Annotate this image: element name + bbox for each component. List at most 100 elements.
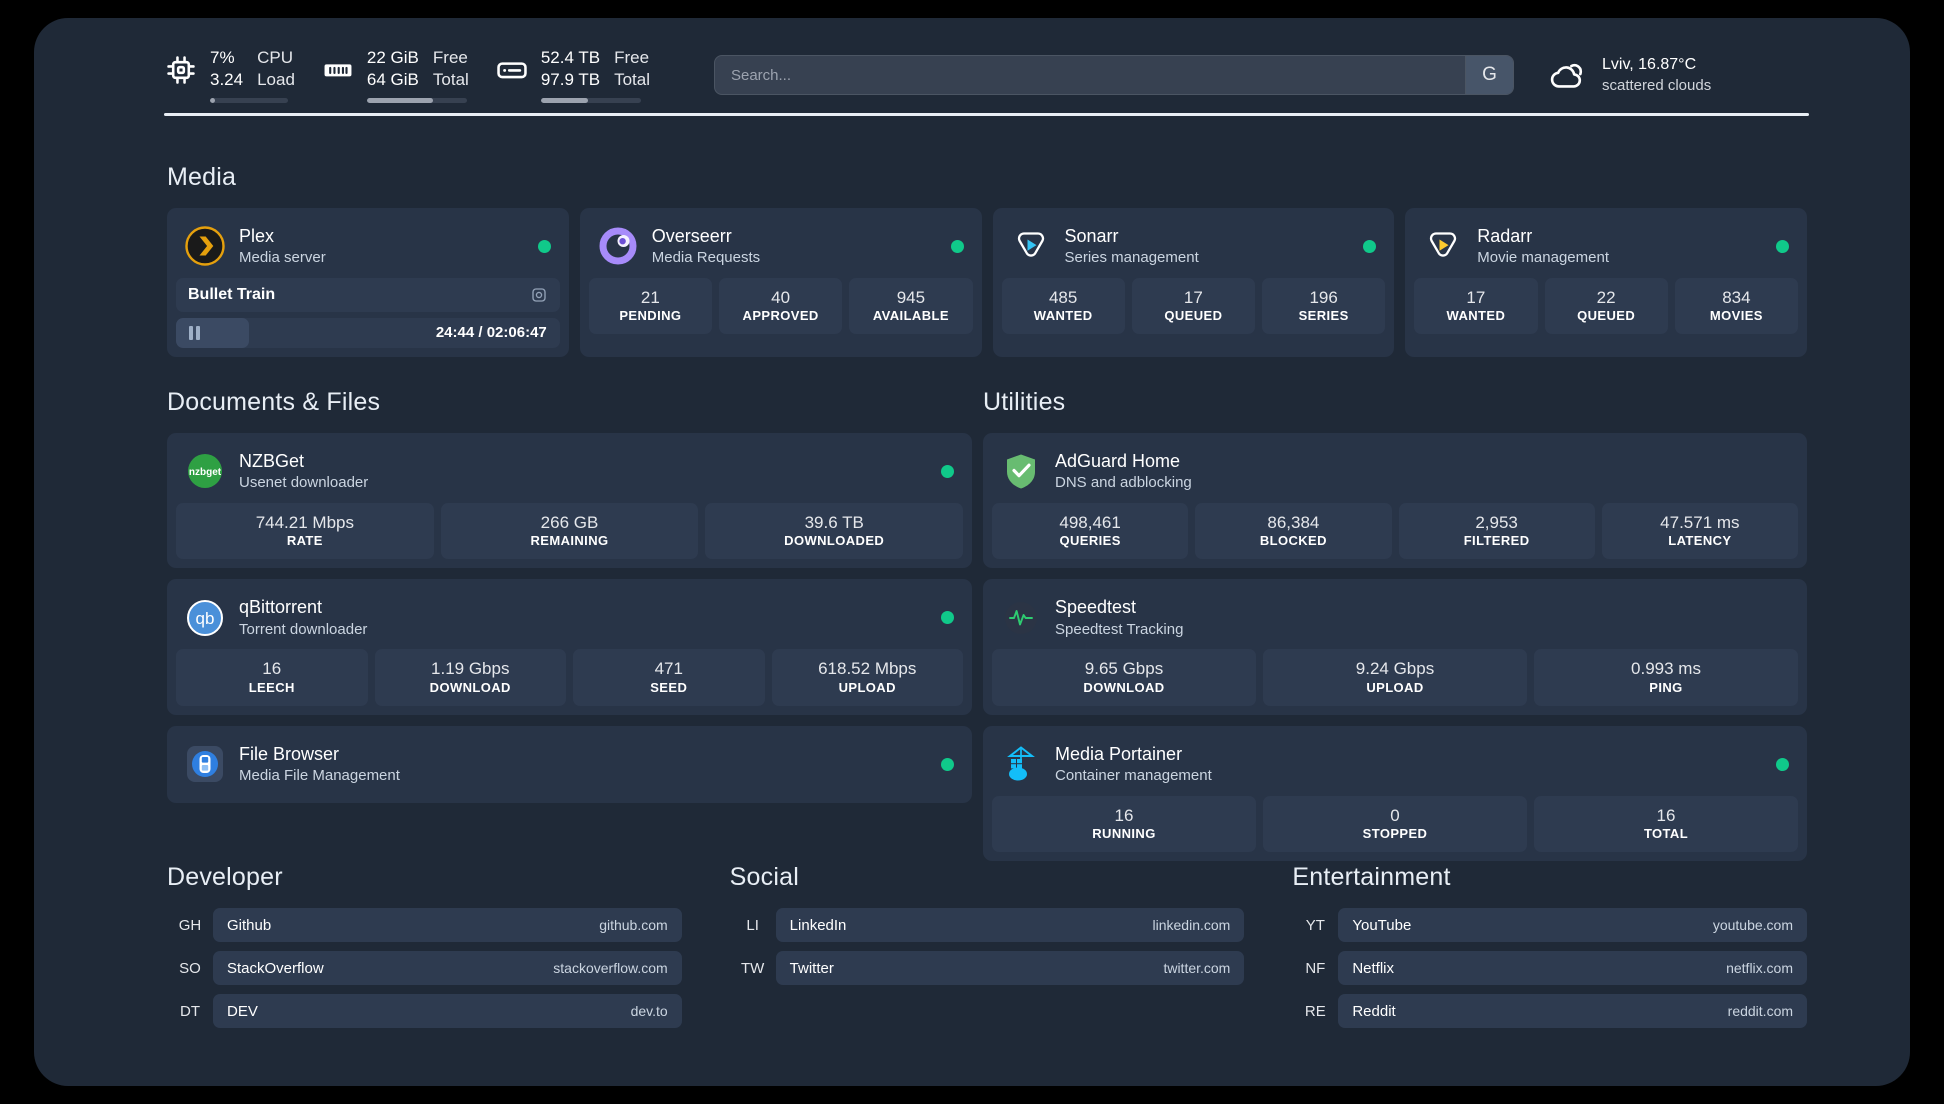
plex-now-playing-title-row[interactable]: Bullet Train (176, 277, 560, 312)
bookmark-item-linkedin[interactable]: LI LinkedIn linkedin.com (730, 908, 1245, 942)
bookmark-link[interactable]: StackOverflow stackoverflow.com (213, 951, 682, 985)
bookmark-link[interactable]: DEV dev.to (213, 994, 682, 1028)
stat-queued[interactable]: 17 QUEUED (1131, 277, 1255, 335)
stat-pending[interactable]: 21 PENDING (588, 277, 712, 335)
memory-icon (321, 53, 355, 87)
bookmark-link[interactable]: YouTube youtube.com (1338, 908, 1808, 942)
stat-running[interactable]: 16 RUNNING (992, 795, 1256, 853)
nzbget-title: NZBGet (239, 451, 305, 471)
service-card-nzbget[interactable]: nzbget NZBGet Usenet downloader 744.21 M… (167, 433, 972, 569)
search-provider-button[interactable]: G (1464, 56, 1513, 94)
weather-widget[interactable]: Lviv, 16.87°C scattered clouds (1542, 54, 1711, 96)
stat-rate[interactable]: 744.21 Mbps RATE (176, 502, 434, 560)
stat-total[interactable]: 16 TOTAL (1534, 795, 1798, 853)
stat-download[interactable]: 9.65 Gbps DOWNLOAD (992, 649, 1256, 706)
stat-label: REMAINING (530, 533, 609, 549)
memory-total-label: Total (432, 70, 469, 89)
search-bar[interactable]: G (713, 55, 1514, 95)
bookmark-host: twitter.com (1163, 960, 1231, 976)
stat-download[interactable]: 1.19 Gbps DOWNLOAD (374, 649, 566, 706)
stat-label: BLOCKED (1259, 533, 1327, 549)
memory-free-label: Free (432, 48, 468, 68)
bookmark-name: StackOverflow (227, 959, 324, 977)
stat-approved[interactable]: 40 APPROVED (719, 277, 843, 335)
bookmark-name: LinkedIn (789, 916, 847, 934)
stat-ping[interactable]: 0.993 ms PING (1534, 649, 1798, 706)
stat-movies[interactable]: 834 MOVIES (1674, 277, 1798, 335)
stat-series[interactable]: 196 SERIES (1262, 277, 1386, 335)
stat-upload[interactable]: 618.52 Mbps UPLOAD (771, 649, 963, 706)
stat-wanted[interactable]: 17 WANTED (1414, 277, 1538, 335)
header-divider (164, 113, 1809, 116)
bookmark-link[interactable]: Reddit reddit.com (1338, 994, 1808, 1028)
stat-label: UPLOAD (838, 679, 896, 695)
bookmark-item-twitter[interactable]: TW Twitter twitter.com (730, 951, 1245, 985)
bookmark-item-youtube[interactable]: YT YouTube youtube.com (1292, 908, 1808, 942)
bookmark-link[interactable]: LinkedIn linkedin.com (775, 908, 1245, 942)
stat-label: FILTERED (1463, 533, 1530, 549)
stat-available[interactable]: 945 AVAILABLE (849, 277, 973, 335)
stat-seed[interactable]: 471 SEED (573, 649, 765, 706)
stat-value: 834 (1722, 287, 1751, 307)
bookmark-host: dev.to (630, 1003, 668, 1019)
cpu-usage-value: 7% (210, 48, 235, 68)
bookmark-group-title: Developer (167, 863, 283, 891)
service-card-radarr[interactable]: Radarr Movie management 17 WANTED 22 QUE… (1405, 208, 1807, 357)
service-card-adguard-home[interactable]: AdGuard Home DNS and adblocking 498,461 … (983, 433, 1807, 569)
memory-free-value: 22 GiB (366, 48, 419, 68)
sonarr-status-indicator (1363, 239, 1377, 253)
stat-downloaded[interactable]: 39.6 TB DOWNLOADED (705, 502, 964, 560)
bookmark-link[interactable]: Github github.com (213, 908, 682, 942)
stat-wanted[interactable]: 485 WANTED (1001, 277, 1125, 335)
nzbget-stats: 744.21 Mbps RATE 266 GB REMAINING 39.6 T… (176, 502, 964, 560)
radarr-icon (1423, 226, 1463, 266)
service-card-speedtest[interactable]: Speedtest Speedtest Tracking 9.65 Gbps D… (983, 579, 1807, 715)
plex-now-playing-title: Bullet Train (188, 285, 276, 303)
stat-queued[interactable]: 22 QUEUED (1544, 277, 1668, 335)
plex-elapsed: 24:44 (435, 324, 475, 342)
stat-label: PING (1649, 679, 1683, 695)
service-card-media-portainer[interactable]: Media Portainer Container management 16 … (983, 725, 1807, 862)
service-card-plex[interactable]: Plex Media server Bullet Train (167, 208, 569, 357)
bookmark-link[interactable]: Twitter twitter.com (775, 951, 1245, 985)
plex-status-indicator (537, 239, 551, 253)
plex-playback-time: 24:44 / 02:06:47 (436, 324, 547, 341)
bookmark-link[interactable]: Netflix netflix.com (1338, 951, 1808, 985)
overseerr-icon (598, 226, 638, 266)
stat-value: 0 (1390, 805, 1400, 825)
svg-text:qb: qb (196, 609, 215, 628)
plex-playback-bar[interactable]: 24:44 / 02:06:47 (176, 317, 560, 348)
stat-value: 16 (1656, 805, 1676, 825)
search-input[interactable] (714, 56, 1465, 94)
pause-icon[interactable] (189, 325, 200, 340)
dashboard-page: 7% 3.24 CPU Load (34, 18, 1910, 1086)
service-card-filebrowser[interactable]: File Browser Media File Management (167, 725, 972, 803)
cpu-load-label: Load (257, 70, 295, 89)
dashboard-window: 7% 3.24 CPU Load (34, 18, 1910, 1086)
stat-latency[interactable]: 47.571 ms LATENCY (1601, 502, 1798, 560)
settings-gear-icon[interactable] (530, 286, 548, 304)
stat-filtered[interactable]: 2,953 FILTERED (1398, 502, 1595, 560)
stat-value: 1.19 Gbps (431, 659, 510, 679)
stat-leech[interactable]: 16 LEECH (176, 649, 368, 706)
nzbget-subtitle: Usenet downloader (239, 474, 369, 492)
stat-label: WANTED (1033, 308, 1093, 324)
portainer-whale-icon (1001, 744, 1041, 784)
bookmark-item-netflix[interactable]: NF Netflix netflix.com (1292, 951, 1808, 985)
service-card-qbittorrent[interactable]: qb qBittorrent Torrent downloader 16 LEE… (167, 579, 972, 715)
radarr-subtitle: Movie management (1477, 249, 1609, 267)
bookmark-item-reddit[interactable]: RE Reddit reddit.com (1292, 994, 1808, 1028)
sonarr-icon (1011, 226, 1051, 266)
stat-label: STOPPED (1362, 825, 1428, 841)
service-card-sonarr[interactable]: Sonarr Series management 485 WANTED 17 Q… (992, 208, 1395, 357)
bookmark-item-dev[interactable]: DT DEV dev.to (167, 994, 682, 1028)
stat-blocked[interactable]: 86,384 BLOCKED (1195, 502, 1392, 560)
utilities-section-title: Utilities (983, 388, 1066, 416)
bookmark-item-github[interactable]: GH Github github.com (167, 908, 682, 942)
stat-queries[interactable]: 498,461 QUERIES (992, 502, 1189, 560)
service-card-overseerr[interactable]: Overseerr Media Requests 21 PENDING 40 A… (579, 208, 982, 357)
stat-remaining[interactable]: 266 GB REMAINING (440, 502, 699, 560)
stat-upload[interactable]: 9.24 Gbps UPLOAD (1263, 649, 1527, 706)
bookmark-item-stackoverflow[interactable]: SO StackOverflow stackoverflow.com (167, 951, 682, 985)
stat-stopped[interactable]: 0 STOPPED (1263, 795, 1527, 853)
